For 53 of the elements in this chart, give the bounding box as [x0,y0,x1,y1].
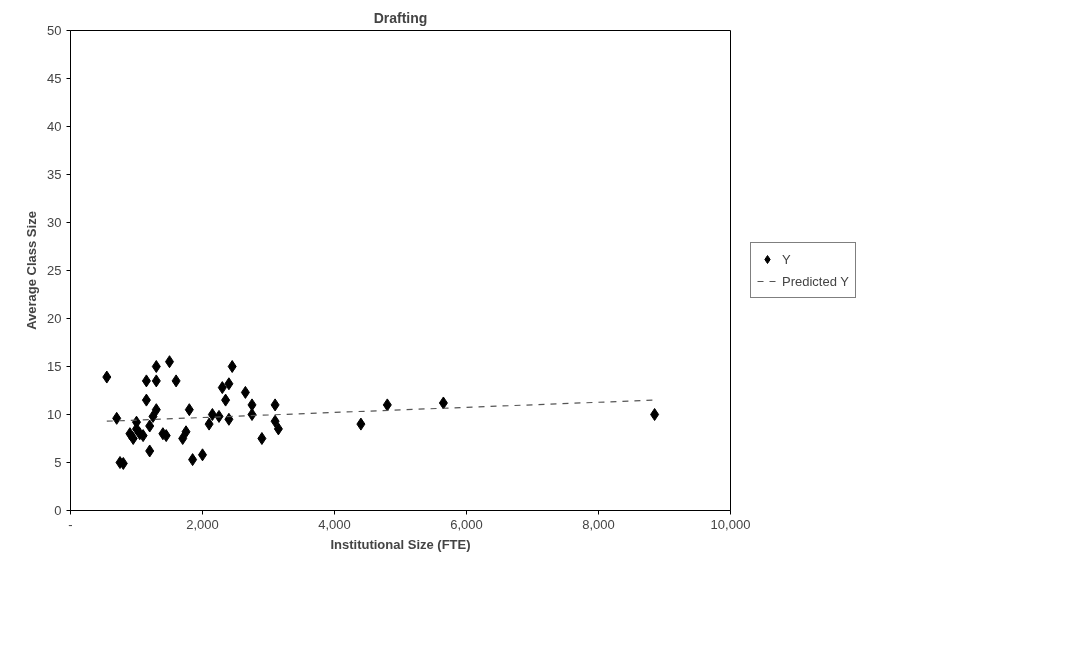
y-tick-label: 30 [47,215,62,230]
legend-label: Predicted Y [782,273,849,289]
y-tick-label: 45 [47,71,62,86]
x-tick-label: 8,000 [582,516,615,532]
point [112,411,122,425]
point [227,360,237,373]
y-tick-label: 15 [47,359,62,374]
legend-label: Y [782,251,792,267]
point [438,396,448,410]
y-tick-label: 40 [47,119,62,134]
point [145,444,155,458]
point [207,408,217,421]
y-axis-title: Average Class Size [24,211,40,330]
point [145,419,155,433]
y-tick-label: 5 [54,455,62,470]
point [151,360,161,373]
point [102,370,112,384]
point [247,398,257,412]
point [184,403,194,417]
x-tick-label: 10,000 [710,516,751,532]
point [171,374,181,388]
y-tick-label: 50 [47,23,62,38]
y-tick-label: 0 [54,503,62,518]
x-axis-title: Institutional Size (FTE) [330,536,471,552]
y-tick-label: 25 [47,263,62,278]
point [188,453,198,467]
point [128,432,138,445]
point [273,422,283,436]
x-tick-label: - [68,516,73,532]
point [257,432,267,445]
y-tick-label: 20 [47,311,62,326]
point [181,425,191,439]
point [151,374,161,388]
point [356,417,366,431]
x-tick-label: 4,000 [318,516,351,532]
point [270,414,280,428]
x-tick-label: 2,000 [186,516,219,532]
point [270,398,280,412]
y-tick-label: 10 [47,407,62,422]
point [382,398,392,412]
point [141,393,151,407]
point [217,381,227,395]
point [151,403,161,417]
point [240,385,250,399]
point [224,412,234,426]
y-tick-label: 35 [47,167,62,182]
point [650,408,660,421]
x-tick-label: 6,000 [450,516,483,532]
point [141,374,151,388]
point [204,417,214,431]
chart-title: Drafting [373,9,428,26]
point [221,393,231,407]
point [224,377,234,391]
